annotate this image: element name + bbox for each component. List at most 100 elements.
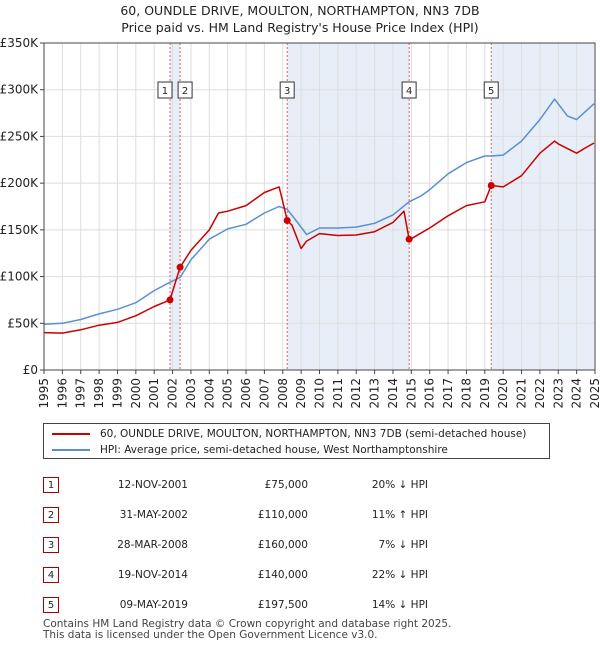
- shaded-periods: [169, 43, 595, 370]
- hpi-series-line: [43, 98, 595, 325]
- row-date: 09-MAY-2019: [119, 599, 188, 611]
- y-tick-label: £100K: [0, 270, 39, 284]
- row-number-badge: 2: [43, 507, 59, 523]
- x-tick-label: 2000: [129, 378, 143, 409]
- x-tick-label: 2009: [294, 378, 308, 409]
- row-number-badge: 5: [43, 597, 59, 613]
- sale-label-box: [483, 81, 499, 99]
- transactions-table: 1 12-NOV-2001 £75,000 20% ↓ HPI 2 31-MAY…: [43, 470, 428, 620]
- sale-label-box: [157, 81, 173, 99]
- footer: Contains HM Land Registry data © Crown c…: [43, 619, 451, 641]
- x-tick-label: 1996: [55, 378, 69, 409]
- y-tick-label: £350K: [0, 36, 39, 50]
- x-tick-label: 1997: [74, 378, 88, 409]
- row-hpi: 20% ↓ HPI: [371, 479, 428, 491]
- x-tick-label: 2016: [423, 378, 437, 409]
- sale-point: [405, 235, 413, 243]
- y-axis-ticks: £0 £50K £100K £150K £200K £250K £300K £350K: [0, 36, 44, 377]
- row-price: £197,500: [257, 599, 308, 611]
- table-row: 1 12-NOV-2001 £75,000 20% ↓ HPI: [43, 470, 428, 500]
- legend-label-price: 60, OUNDLE DRIVE, MOULTON, NORTHAMPTON, …: [100, 428, 527, 440]
- row-price: £75,000: [264, 479, 308, 491]
- legend-label-hpi: HPI: Average price, semi-detached house,…: [100, 444, 448, 456]
- x-tick-label: 2005: [221, 378, 235, 409]
- row-date: 28-MAR-2008: [117, 539, 188, 551]
- sale-label-box: [279, 81, 295, 99]
- x-tick-label: 2013: [368, 378, 382, 409]
- y-tick-label: £300K: [0, 83, 39, 97]
- x-tick-label: 2007: [257, 378, 271, 409]
- shaded-period: [287, 43, 410, 370]
- footer-copyright: Contains HM Land Registry data © Crown c…: [43, 618, 452, 630]
- x-tick-label: 2023: [551, 378, 565, 409]
- sale-label-number: 2: [182, 86, 188, 97]
- row-number-badge: 1: [43, 477, 59, 493]
- chart-title: 60, OUNDLE DRIVE, MOULTON, NORTHAMPTON, …: [0, 2, 600, 36]
- x-tick-label: 2017: [441, 378, 455, 409]
- x-tick-label: 2022: [533, 378, 547, 409]
- row-price: £160,000: [257, 539, 308, 551]
- legend-swatch-price: [52, 433, 90, 435]
- sale-label-number: 3: [284, 86, 290, 97]
- row-hpi: 11% ↑ HPI: [371, 509, 428, 521]
- shaded-period: [491, 43, 595, 370]
- row-date: 12-NOV-2001: [117, 479, 188, 491]
- y-tick-label: £200K: [0, 176, 39, 190]
- x-tick-label: 1998: [92, 378, 106, 409]
- sale-marker-lines: [169, 43, 492, 370]
- sale-point: [176, 263, 184, 271]
- x-tick-label: 2011: [331, 378, 345, 409]
- x-tick-label: 2015: [404, 378, 418, 409]
- row-hpi: 7% ↓ HPI: [378, 539, 428, 551]
- x-tick-label: 1995: [37, 378, 51, 409]
- legend-item-price: 60, OUNDLE DRIVE, MOULTON, NORTHAMPTON, …: [52, 426, 526, 442]
- x-tick-label: 2010: [313, 378, 327, 409]
- y-tick-label: £0: [23, 363, 38, 377]
- sale-label-box: [177, 81, 193, 99]
- x-tick-label: 2006: [239, 378, 253, 409]
- x-axis-ticks: 1995 1996 1997 1998 1999 2000 2001 2002 2003 2004…: [37, 370, 600, 409]
- x-tick-label: 2021: [515, 378, 529, 409]
- x-tick-label: 2004: [202, 378, 216, 409]
- sale-label-box: [401, 81, 417, 99]
- sale-label-number: 4: [406, 86, 412, 97]
- footer-licence: This data is licensed under the Open Gov…: [43, 629, 378, 641]
- row-hpi: 22% ↓ HPI: [371, 569, 428, 581]
- y-tick-label: £250K: [0, 129, 39, 143]
- sale-point: [283, 217, 291, 225]
- sale-labels: 1 2 3 4 5: [157, 81, 499, 99]
- x-tick-label: 2008: [276, 378, 290, 409]
- table-row: 2 31-MAY-2002 £110,000 11% ↑ HPI: [43, 500, 428, 530]
- x-tick-label: 2003: [184, 378, 198, 409]
- row-date: 31-MAY-2002: [119, 509, 188, 521]
- legend: 60, OUNDLE DRIVE, MOULTON, NORTHAMPTON, …: [43, 423, 550, 459]
- y-tick-label: £150K: [0, 223, 39, 237]
- legend-item-hpi: HPI: Average price, semi-detached house,…: [52, 442, 448, 458]
- table-row: 3 28-MAR-2008 £160,000 7% ↓ HPI: [43, 530, 428, 560]
- sale-point: [487, 181, 495, 189]
- chart-title-line1: 60, OUNDLE DRIVE, MOULTON, NORTHAMPTON, …: [120, 3, 480, 18]
- row-date: 19-NOV-2014: [117, 569, 188, 581]
- table-row: 5 09-MAY-2019 £197,500 14% ↓ HPI: [43, 590, 428, 620]
- sale-label-number: 5: [488, 86, 494, 97]
- row-price: £110,000: [257, 509, 308, 521]
- x-tick-label: 2019: [478, 378, 492, 409]
- y-tick-label: £50K: [7, 316, 39, 330]
- row-number-badge: 3: [43, 537, 59, 553]
- x-tick-label: 2024: [570, 378, 584, 409]
- x-tick-label: 2001: [147, 378, 161, 409]
- x-tick-label: 2018: [459, 378, 473, 409]
- sale-points: [166, 181, 495, 304]
- x-tick-label: 2025: [588, 378, 600, 409]
- x-tick-label: 2014: [386, 378, 400, 409]
- row-number-badge: 4: [43, 567, 59, 583]
- x-tick-label: 2012: [349, 378, 363, 409]
- row-price: £140,000: [257, 569, 308, 581]
- shaded-period: [169, 43, 181, 370]
- x-tick-label: 1999: [110, 378, 124, 409]
- table-row: 4 19-NOV-2014 £140,000 22% ↓ HPI: [43, 560, 428, 590]
- legend-swatch-hpi: [52, 449, 90, 451]
- row-hpi: 14% ↓ HPI: [371, 599, 428, 611]
- x-tick-label: 2020: [496, 378, 510, 409]
- x-tick-label: 2002: [166, 378, 180, 409]
